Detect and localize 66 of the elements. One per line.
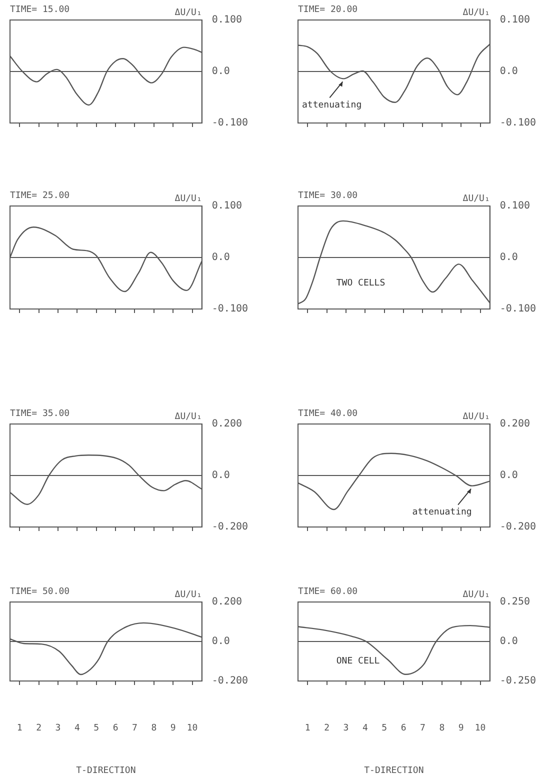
y-axis-title: ΔU/U₁ [174,590,202,600]
y-axis-title: ΔU/U₁ [174,412,202,422]
y-tick-label: 0.100 [500,14,530,26]
x-axis-title: T-DIRECTION [364,766,424,776]
y-tick-label: -0.250 [500,676,536,687]
y-tick-label: -0.100 [500,118,536,129]
annotation: attenuating [302,100,362,111]
x-tick-label: 10 [474,724,486,734]
chart-title: TIME= 60.00 [298,586,358,597]
x-tick-label: 9 [170,724,176,734]
x-tick-label: 5 [382,724,388,734]
chart-title: TIME= 50.00 [10,586,70,597]
y-tick-label: 0.0 [500,66,518,78]
annotation: attenuating [412,508,472,518]
y-tick-label: -0.200 [212,522,248,533]
y-tick-label: 0.0 [212,636,230,648]
x-tick-label: 7 [420,724,426,734]
x-tick-label: 4 [362,724,368,734]
y-tick-label: 0.200 [212,418,242,430]
y-tick-label: 0.200 [212,596,242,608]
x-tick-label: 10 [186,724,198,734]
y-axis-title: ΔU/U₁ [174,194,202,204]
y-tick-label: 0.0 [500,636,518,648]
y-tick-label: 0.0 [212,66,230,78]
y-axis-title: ΔU/U₁ [462,412,490,422]
x-tick-label: 4 [74,724,80,734]
y-tick-label: 0.0 [212,470,230,482]
y-tick-label: 0.0 [500,470,518,482]
x-tick-label: 3 [343,724,349,734]
y-tick-label: 0.200 [500,418,530,430]
annotation: ONE CELL [336,656,380,667]
x-tick-label: 3 [55,724,61,734]
x-tick-label: 7 [132,724,138,734]
chart-title: TIME= 25.00 [10,190,70,201]
y-tick-label: -0.200 [500,522,536,533]
x-tick-label: 2 [324,724,330,734]
y-tick-label: 0.250 [500,596,530,608]
y-axis-title: ΔU/U₁ [174,8,202,18]
y-tick-label: 0.0 [212,252,230,264]
x-tick-label: 1 [304,724,310,734]
chart-title: TIME= 40.00 [298,408,358,419]
y-tick-label: -0.200 [212,676,248,687]
x-tick-label: 6 [112,724,118,734]
x-tick-label: 1 [16,724,22,734]
chart-title: TIME= 15.00 [10,4,70,15]
x-tick-label: 2 [36,724,42,734]
y-tick-label: 0.100 [500,200,530,212]
y-tick-label: 0.100 [212,14,242,26]
y-tick-label: -0.100 [212,118,248,129]
y-tick-label: -0.100 [500,304,536,315]
y-axis-title: ΔU/U₁ [462,194,490,204]
y-axis-title: ΔU/U₁ [462,8,490,18]
x-axis-title: T-DIRECTION [76,766,136,776]
y-axis-title: ΔU/U₁ [462,590,490,600]
x-tick-label: 6 [400,724,406,734]
x-tick-label: 8 [439,724,445,734]
x-tick-label: 9 [458,724,464,734]
chart-title: TIME= 30.00 [298,190,358,201]
chart-title: TIME= 35.00 [10,408,70,419]
chart-title: TIME= 20.00 [298,4,358,15]
y-tick-label: 0.0 [500,252,518,264]
annotation: TWO CELLS [336,278,386,289]
x-tick-label: 5 [94,724,100,734]
x-tick-label: 8 [151,724,157,734]
y-tick-label: 0.100 [212,200,242,212]
y-tick-label: -0.100 [212,304,248,315]
